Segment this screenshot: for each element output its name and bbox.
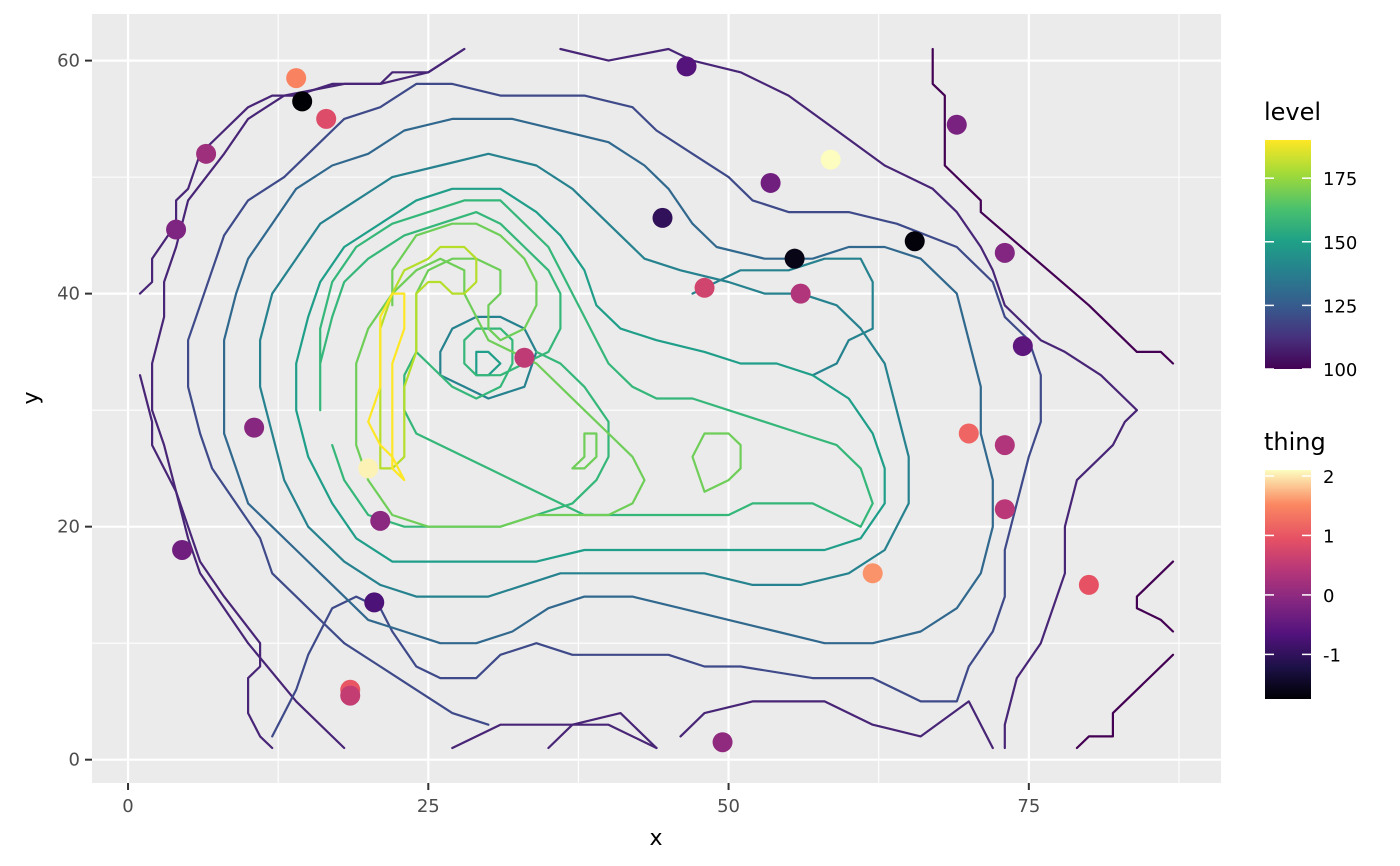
legend-label: 2 — [1323, 467, 1334, 488]
scatter-point — [946, 114, 967, 135]
y-axis: 0 20 40 60 — [57, 51, 92, 771]
scatter-point — [244, 417, 265, 438]
x-tick-label: 75 — [1017, 796, 1040, 817]
legend-thing-colorbar — [1265, 470, 1311, 699]
scatter-point — [694, 277, 715, 298]
y-tick-label: 40 — [57, 284, 80, 305]
contour-line-level-150 — [295, 187, 886, 563]
contour-line-level-170 — [355, 257, 646, 528]
x-tick-label: 25 — [417, 796, 440, 817]
legend-label: 100 — [1323, 360, 1357, 381]
scatter-point — [652, 207, 673, 228]
legend-level-ticks: 100 125 150 175 — [1265, 169, 1357, 381]
y-tick-label: 60 — [57, 51, 80, 72]
x-tick-label: 0 — [122, 796, 133, 817]
scatter-point — [958, 423, 979, 444]
legend-thing: thing -1 0 1 2 — [1264, 428, 1341, 699]
contour-line-level-100 — [1135, 560, 1175, 633]
scatter-point — [676, 56, 697, 77]
x-axis: 0 25 50 75 — [122, 783, 1040, 817]
y-tick-label: 0 — [69, 750, 80, 771]
legend-label: 150 — [1323, 233, 1357, 254]
contour-line-level-110 — [559, 47, 1138, 750]
legend-thing-ticks: -1 0 1 2 — [1265, 467, 1341, 666]
scatter-point — [712, 732, 733, 753]
scatter-point — [340, 685, 361, 706]
scatter-point — [514, 347, 535, 368]
scatter-point — [994, 435, 1015, 456]
contour-line-level-190 — [367, 292, 406, 482]
scatter-point — [292, 91, 313, 112]
scatter-point — [862, 563, 883, 584]
contour-line-level-140 — [259, 152, 910, 598]
scatter-point — [370, 510, 391, 531]
legend-level: level 100 125 150 175 — [1264, 98, 1357, 381]
legend-thing-title: thing — [1264, 428, 1326, 456]
contour-line-level-170 — [691, 432, 742, 493]
contour-line-level-110 — [151, 47, 466, 750]
scatter-point — [994, 499, 1015, 520]
contour-line-level-110 — [138, 374, 274, 750]
contour-line-level-170 — [391, 222, 538, 353]
scatter-point — [1012, 336, 1033, 357]
y-axis-title: y — [19, 391, 44, 404]
scatter-point — [994, 242, 1015, 263]
contour-line-level-160 — [319, 199, 874, 528]
legend-label: 125 — [1323, 296, 1357, 317]
legend-label: -1 — [1323, 645, 1341, 666]
contour-line-level-130 — [223, 117, 994, 645]
y-tick-label: 20 — [57, 517, 80, 538]
contour-line-level-110 — [138, 47, 466, 295]
scatter-point — [904, 231, 925, 252]
contour-lines — [138, 47, 1175, 750]
scatter-point — [196, 143, 217, 164]
contour-line-level-120 — [187, 82, 1042, 738]
scatter-point — [286, 68, 307, 89]
scatter-point — [790, 283, 811, 304]
scatter-points — [166, 56, 1099, 753]
scatter-point — [760, 172, 781, 193]
contour-line-level-110 — [547, 712, 658, 750]
scatter-point — [364, 592, 385, 613]
scatter-point — [358, 458, 379, 479]
legend-level-colorbar — [1265, 140, 1311, 369]
scatter-point — [1078, 574, 1099, 595]
legend-label: 175 — [1323, 169, 1357, 190]
legend-level-title: level — [1264, 98, 1321, 126]
minor-gridlines — [92, 14, 1221, 783]
scatter-point — [316, 108, 337, 129]
legend-label: 0 — [1323, 586, 1334, 607]
scatter-point — [820, 149, 841, 170]
contour-line-level-170 — [571, 432, 598, 470]
major-gridlines — [92, 14, 1221, 783]
scatter-point — [172, 539, 193, 560]
contour-line-level-100 — [931, 47, 1175, 365]
x-axis-title: x — [649, 826, 662, 851]
contour-line-level-100 — [1075, 653, 1175, 750]
contour-line-level-110 — [679, 700, 994, 750]
contour-line-level-140 — [691, 257, 874, 377]
scatter-point — [166, 219, 187, 240]
legend-label: 1 — [1323, 526, 1334, 547]
x-tick-label: 50 — [717, 796, 740, 817]
scatter-point — [784, 248, 805, 269]
